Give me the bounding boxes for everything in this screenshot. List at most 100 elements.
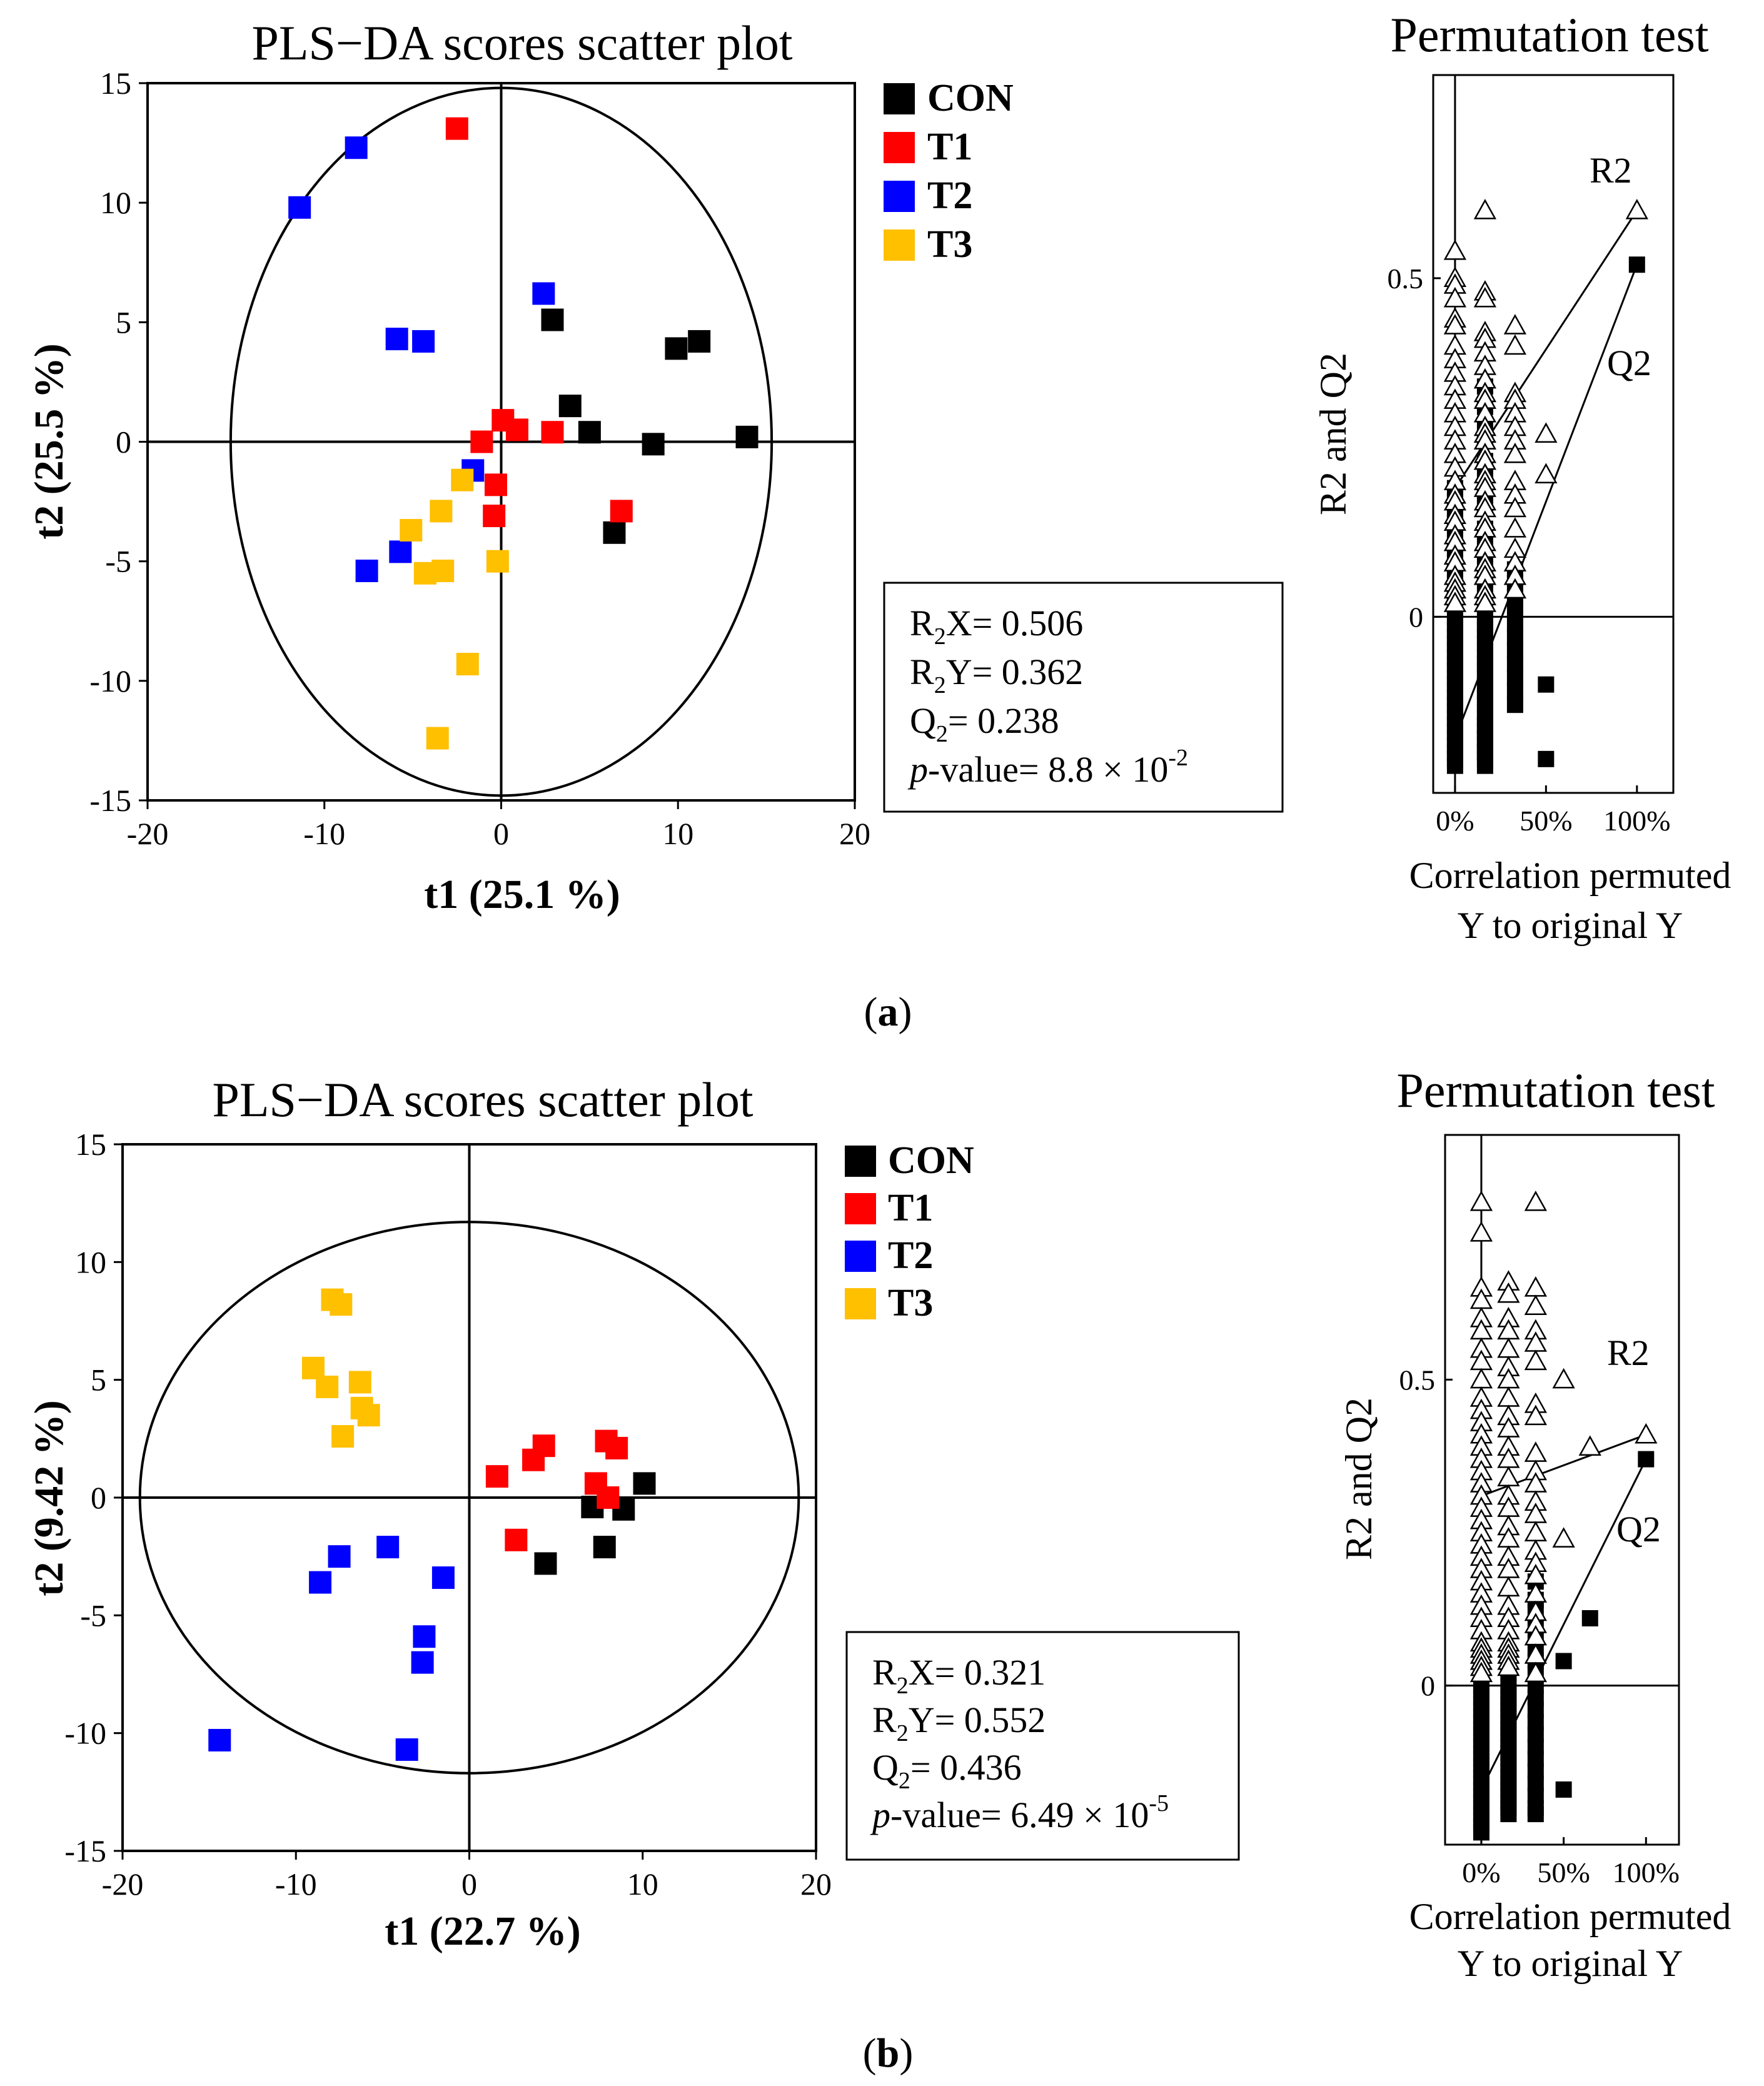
r2-point: [1469, 1191, 1493, 1211]
scatter-point-t1: [445, 117, 468, 140]
y-tick-label: 5: [91, 1363, 106, 1398]
y-tick-label: -15: [64, 1833, 106, 1868]
q2-point: [1476, 717, 1493, 733]
r2-point: [1552, 1527, 1575, 1548]
scatter-point-t2: [376, 1536, 400, 1559]
legend-label-t1-a: T1: [927, 126, 972, 168]
scatter-point-t2: [345, 136, 368, 159]
q2-point: [1638, 1451, 1655, 1468]
r2-point: [1552, 1368, 1575, 1389]
legend-swatch-con-b: [845, 1146, 876, 1177]
stat-pvalue-a: p-value= 8.8 × 10-2: [907, 745, 1188, 790]
legend-b: CON T1 T2 T3: [845, 1139, 974, 1324]
scatter-point-t2: [389, 540, 412, 563]
scores-ylabel-b: t2 (9.42 %): [26, 1400, 72, 1596]
permutation-plot-b: Permutation test 0 0.5 0% 50% 100% R2 Q2 R2…: [1338, 1063, 1731, 1984]
r2-point: [1443, 592, 1467, 612]
legend-label-t3-a: T3: [927, 223, 972, 266]
y-tick-label: 0: [116, 425, 131, 460]
stat-q2-b: Q2= 0.436: [872, 1747, 1022, 1794]
r2-point: [1497, 1655, 1520, 1676]
scores-title-b: PLS−DA scores scatter plot: [212, 1072, 753, 1127]
scatter-point-con: [642, 433, 665, 456]
permutation-q2-label-a: Q2: [1607, 343, 1651, 383]
r2-point: [1524, 1191, 1547, 1211]
permutation-y-tick-label: 0.5: [1388, 263, 1424, 295]
y-tick-label: -5: [105, 544, 131, 579]
stat-r2y-b: R2Y= 0.552: [872, 1700, 1046, 1746]
r2-point: [1578, 1435, 1601, 1456]
r2-point: [1635, 1423, 1658, 1444]
r2-point: [1625, 199, 1648, 219]
q2-point: [1446, 757, 1463, 774]
scatter-point-con: [603, 521, 626, 544]
legend-swatch-t3-a: [884, 229, 915, 261]
scatter-point-t2: [288, 196, 311, 219]
scatter-point-t3: [348, 1371, 371, 1394]
legend-swatch-con-a: [884, 83, 915, 114]
stats-frame-b: [845, 1631, 1240, 1861]
scatter-point-t2: [412, 330, 435, 353]
legend-swatch-t1-a: [884, 132, 915, 163]
scatter-point-t1: [597, 1486, 620, 1509]
scatter-point-t2: [395, 1738, 418, 1761]
y-tick-label: 15: [100, 66, 131, 101]
legend-label-t2-a: T2: [927, 174, 972, 217]
scatter-point-con: [665, 337, 688, 360]
panel-a: PLS−DA scores scatter plot -20 -10 0 10 20 -…: [26, 8, 1731, 1035]
panel-caption-b: (b): [863, 2030, 914, 2076]
scatter-point-t2: [208, 1728, 231, 1751]
scatter-point-t3: [357, 1404, 380, 1427]
y-tick-label: -15: [89, 783, 131, 818]
scatter-point-t1: [505, 1528, 528, 1551]
scatter-point-t1: [505, 418, 528, 441]
permutation-plot-a: Permutation test 0 0.5 0% 50% 100% R2 Q2 R2…: [1313, 8, 1731, 946]
q2-point: [1527, 1806, 1544, 1823]
scatter-point-t2: [385, 328, 408, 351]
scatter-point-t2: [411, 1651, 434, 1674]
stat-r2x-b: R2X= 0.321: [872, 1652, 1046, 1699]
permutation-xlabel-line2-b: Y to original Y: [1458, 1943, 1683, 1984]
r2-point: [1503, 578, 1527, 599]
legend-swatch-t2-b: [845, 1241, 876, 1272]
scatter-point-t3: [430, 500, 453, 523]
q2-point: [1538, 750, 1555, 767]
scatter-point-t3: [426, 727, 449, 750]
x-tick-label: 0: [461, 1867, 477, 1902]
q2-point: [1628, 256, 1645, 273]
scatter-point-con: [541, 308, 564, 331]
x-tick-label: 10: [627, 1867, 658, 1902]
r2-point: [1497, 1337, 1520, 1358]
panel-caption-a: (a): [864, 989, 912, 1035]
legend-label-t3-b: T3: [888, 1282, 933, 1324]
scores-title-a: PLS−DA scores scatter plot: [251, 16, 792, 70]
scores-area-a: -20 -10 0 10 20 -15 -10 -5 0 5 10 15: [89, 66, 870, 851]
permutation-frame-b: [1444, 1134, 1680, 1846]
x-tick-label: -20: [127, 816, 169, 851]
scatter-point-con: [534, 1552, 557, 1575]
r2-point: [1469, 1221, 1493, 1242]
r2-point: [1524, 1349, 1547, 1371]
r2-point: [1497, 1466, 1520, 1486]
scatter-point-t3: [456, 653, 479, 676]
x-tick-label: 20: [839, 816, 870, 851]
permutation-ylabel-b: R2 and Q2: [1338, 1398, 1379, 1560]
scatter-point-t2: [328, 1545, 351, 1568]
scatter-point-t3: [486, 550, 509, 573]
scatter-point-t1: [470, 430, 493, 453]
permutation-ylabel-a: R2 and Q2: [1313, 353, 1354, 515]
scatter-point-t3: [413, 562, 436, 585]
r2-point: [1535, 422, 1558, 443]
legend-swatch-t3-b: [845, 1288, 876, 1319]
permutation-x-tick-label: 50%: [1520, 805, 1572, 837]
scatter-point-t1: [483, 505, 506, 528]
stat-pvalue-b: p-value= 6.49 × 10-5: [870, 1790, 1169, 1835]
r2-point: [1524, 1521, 1547, 1542]
y-tick-label: 5: [116, 305, 131, 340]
scores-xlabel-b: t1 (22.7 %): [385, 1908, 580, 1954]
r2-point: [1497, 1282, 1520, 1303]
r2-point: [1524, 1441, 1547, 1462]
r2-point: [1524, 1404, 1547, 1426]
panel-b: PLS−DA scores scatter plot -20 -10 0 10 20 -…: [26, 1063, 1731, 2076]
legend-swatch-t1-b: [845, 1193, 876, 1224]
